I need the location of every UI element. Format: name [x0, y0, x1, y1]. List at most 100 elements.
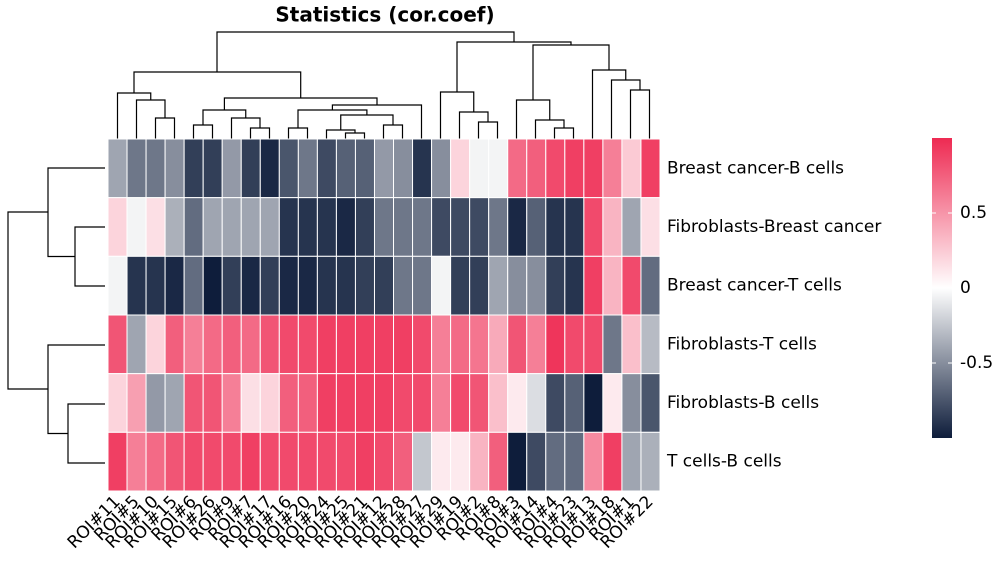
- row-label: T cells-B cells: [666, 452, 782, 472]
- heatmap-cell: [240, 255, 261, 316]
- heatmap-cell: [469, 431, 490, 492]
- heatmap-cell: [145, 314, 166, 375]
- heatmap-cell: [145, 197, 166, 257]
- heatmap-cell: [202, 255, 223, 316]
- heatmap-cell: [126, 255, 147, 316]
- heatmap-cell: [526, 197, 547, 257]
- row-label: Breast cancer-T cells: [667, 276, 842, 296]
- heatmap-cell: [240, 431, 261, 492]
- heatmap-cell: [373, 138, 395, 199]
- heatmap-cell: [583, 138, 604, 199]
- heatmap-cell: [488, 431, 509, 492]
- heatmap-cell: [412, 431, 433, 492]
- heatmap-cell: [564, 431, 585, 492]
- heatmap-cell: [278, 197, 299, 257]
- heatmap-cell: [107, 138, 128, 199]
- heatmap-cell: [164, 138, 185, 199]
- heatmap-cell: [202, 431, 223, 492]
- heatmap-cell: [183, 373, 204, 433]
- heatmap-cell: [602, 255, 623, 316]
- heatmap-cell: [545, 431, 566, 492]
- heatmap-cell: [107, 197, 128, 257]
- heatmap-cell: [164, 197, 185, 257]
- heatmap-cell: [259, 314, 280, 375]
- heatmap-cell: [621, 373, 642, 433]
- heatmap-cell: [373, 314, 395, 375]
- heatmap-cell: [412, 197, 433, 257]
- heatmap-cell: [202, 314, 223, 375]
- heatmap-cell: [640, 138, 661, 199]
- heatmap-cell: [126, 197, 147, 257]
- heatmap-cell: [107, 373, 128, 433]
- heatmap-cell: [640, 314, 661, 375]
- heatmap-cell: [583, 255, 604, 316]
- heatmap-cell: [412, 138, 433, 199]
- row-dendrogram: [7, 167, 105, 464]
- heatmap-cell: [145, 431, 166, 492]
- heatmap-cell: [469, 255, 490, 316]
- heatmap-cell: [183, 138, 204, 199]
- heatmap-cell: [183, 431, 204, 492]
- heatmap-cell: [488, 373, 509, 433]
- heatmap-cell: [412, 373, 433, 433]
- row-label: Fibroblasts-T cells: [667, 334, 817, 354]
- heatmap-cell: [545, 197, 566, 257]
- heatmap-cell: [393, 373, 414, 433]
- heatmap-cell: [297, 314, 318, 375]
- heatmap-cell: [583, 314, 604, 375]
- heatmap-cell: [469, 138, 490, 199]
- heatmap-cell: [164, 373, 185, 433]
- heatmap-cell: [507, 431, 528, 492]
- heatmap-cell: [488, 197, 509, 257]
- heatmap-cell: [526, 431, 547, 492]
- heatmap-cell: [297, 373, 318, 433]
- row-label: Fibroblasts-Breast cancer: [667, 217, 881, 237]
- heatmap-cell: [354, 373, 375, 433]
- heatmap-cell: [335, 373, 356, 433]
- heatmap-cell: [431, 255, 452, 316]
- heatmap-cell: [259, 373, 280, 433]
- heatmap-cell: [354, 431, 375, 492]
- heatmap-cell: [373, 373, 395, 433]
- heatmap-cell: [278, 138, 299, 199]
- heatmap-cell: [602, 314, 623, 375]
- heatmap-cell: [621, 138, 642, 199]
- heatmap-cell: [107, 255, 128, 316]
- heatmap-cell: [469, 197, 490, 257]
- colorbar-tick-label: 0: [960, 278, 971, 298]
- heatmap-cell: [526, 255, 547, 316]
- heatmap-cell: [431, 138, 452, 199]
- heatmap-cell: [240, 138, 261, 199]
- heatmap-cell: [450, 255, 471, 316]
- heatmap-cell: [469, 373, 490, 433]
- heatmap-cell: [602, 373, 623, 433]
- heatmap-cell: [602, 138, 623, 199]
- heatmap-cell: [354, 197, 375, 257]
- heatmap-cell: [393, 431, 414, 492]
- heatmap-cell: [621, 314, 642, 375]
- heatmap-cell: [640, 197, 661, 257]
- heatmap-cell: [412, 314, 433, 375]
- heatmap-cell: [259, 197, 280, 257]
- heatmap-cell: [316, 373, 337, 433]
- heatmap-cell: [354, 255, 375, 316]
- heatmap-cell: [259, 138, 280, 199]
- heatmap-cell: [297, 138, 318, 199]
- heatmap-cell: [393, 197, 414, 257]
- heatmap-cell: [221, 314, 242, 375]
- heatmap-cell: [450, 314, 471, 375]
- heatmap-cell: [183, 255, 204, 316]
- heatmap-cell: [126, 138, 147, 199]
- heatmap-cell: [621, 431, 642, 492]
- heatmap-cell: [507, 255, 528, 316]
- heatmap-cell: [431, 314, 452, 375]
- heatmap-cell: [107, 314, 128, 375]
- heatmap-cell: [602, 197, 623, 257]
- heatmap-cell: [145, 138, 166, 199]
- heatmap-cell: [412, 255, 433, 316]
- heatmap-cell: [259, 255, 280, 316]
- heatmap-cell: [145, 255, 166, 316]
- heatmap-cell: [107, 431, 128, 492]
- heatmap-cell: [450, 138, 471, 199]
- heatmap-cell: [335, 255, 356, 316]
